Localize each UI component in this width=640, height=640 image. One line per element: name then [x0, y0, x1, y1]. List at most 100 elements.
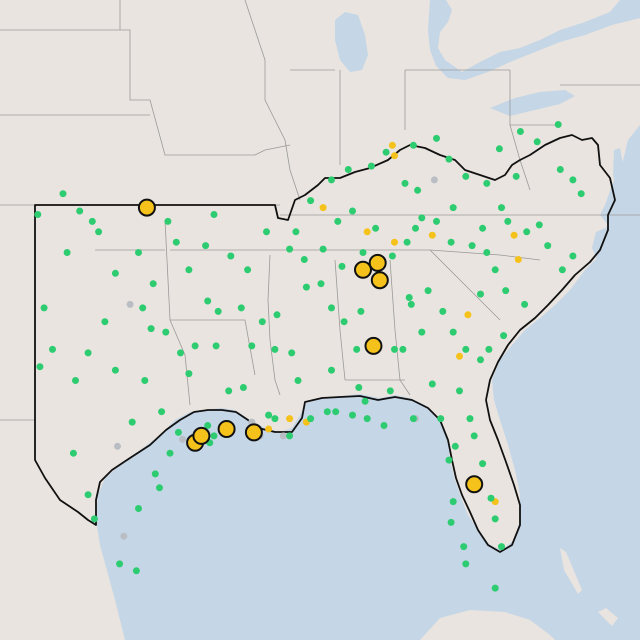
- station-marker-green[interactable]: [491, 515, 499, 523]
- station-marker-green[interactable]: [149, 280, 157, 288]
- station-marker-gray[interactable]: [179, 435, 187, 443]
- station-marker-green[interactable]: [72, 377, 79, 384]
- station-marker-green[interactable]: [271, 345, 279, 353]
- station-marker-green[interactable]: [437, 415, 445, 423]
- station-marker-green[interactable]: [449, 204, 457, 212]
- station-marker-green[interactable]: [456, 387, 463, 395]
- station-marker-green[interactable]: [63, 249, 71, 256]
- station-marker-green[interactable]: [498, 204, 505, 212]
- station-marker-green[interactable]: [407, 300, 415, 308]
- station-marker-green[interactable]: [460, 543, 468, 551]
- station-marker-green[interactable]: [491, 266, 499, 274]
- station-marker-green[interactable]: [237, 304, 245, 312]
- station-marker-green[interactable]: [135, 249, 142, 256]
- highlight-marker[interactable]: [354, 260, 372, 279]
- station-marker-green[interactable]: [328, 176, 335, 184]
- station-marker-green[interactable]: [535, 221, 543, 229]
- station-marker-green[interactable]: [162, 328, 170, 336]
- station-marker-green[interactable]: [470, 432, 478, 440]
- station-marker-green[interactable]: [386, 387, 394, 395]
- station-marker-green[interactable]: [439, 307, 447, 315]
- station-marker-green[interactable]: [263, 228, 270, 236]
- station-marker-green[interactable]: [288, 349, 296, 357]
- station-marker-green[interactable]: [357, 307, 365, 315]
- station-marker-green[interactable]: [204, 422, 212, 429]
- station-marker-green[interactable]: [141, 377, 149, 384]
- station-marker-green[interactable]: [544, 242, 552, 250]
- station-marker-green[interactable]: [95, 228, 103, 236]
- station-marker-green[interactable]: [111, 366, 119, 374]
- highlight-marker[interactable]: [465, 475, 484, 494]
- station-marker-green[interactable]: [90, 515, 98, 523]
- station-marker-green[interactable]: [355, 384, 363, 391]
- station-marker-green[interactable]: [202, 242, 210, 250]
- station-marker-gray[interactable]: [120, 532, 128, 540]
- station-marker-green[interactable]: [225, 387, 233, 395]
- station-marker-green[interactable]: [554, 121, 562, 128]
- station-marker-green[interactable]: [302, 283, 310, 291]
- station-marker-green[interactable]: [462, 345, 470, 353]
- station-marker-green[interactable]: [409, 415, 417, 423]
- station-marker-green[interactable]: [164, 217, 172, 225]
- station-marker-green[interactable]: [185, 370, 193, 378]
- station-marker-yellow[interactable]: [428, 231, 436, 239]
- station-marker-green[interactable]: [487, 494, 495, 502]
- station-marker-green[interactable]: [399, 345, 407, 353]
- station-marker-green[interactable]: [533, 138, 541, 146]
- station-marker-green[interactable]: [462, 560, 470, 568]
- station-marker-green[interactable]: [84, 349, 92, 357]
- station-marker-green[interactable]: [569, 252, 577, 260]
- station-marker-green[interactable]: [462, 172, 470, 180]
- highlight-marker[interactable]: [364, 336, 383, 355]
- station-marker-green[interactable]: [111, 269, 119, 277]
- station-marker-green[interactable]: [294, 377, 302, 384]
- station-marker-green[interactable]: [286, 245, 294, 253]
- station-marker-green[interactable]: [332, 408, 340, 416]
- station-marker-green[interactable]: [300, 256, 308, 263]
- station-marker-yellow[interactable]: [514, 256, 522, 263]
- station-marker-green[interactable]: [447, 518, 455, 526]
- station-marker-green[interactable]: [132, 567, 140, 575]
- station-marker-green[interactable]: [101, 318, 109, 326]
- station-marker-green[interactable]: [372, 224, 380, 232]
- station-marker-green[interactable]: [403, 238, 411, 246]
- station-marker-green[interactable]: [59, 190, 67, 198]
- station-marker-yellow[interactable]: [456, 352, 463, 360]
- station-marker-gray[interactable]: [114, 442, 121, 450]
- station-marker-green[interactable]: [265, 411, 273, 419]
- station-marker-green[interactable]: [248, 342, 256, 350]
- station-marker-green[interactable]: [445, 155, 453, 163]
- station-marker-green[interactable]: [328, 304, 335, 312]
- station-marker-green[interactable]: [498, 543, 505, 551]
- station-marker-green[interactable]: [177, 349, 184, 357]
- station-marker-green[interactable]: [477, 356, 484, 364]
- highlight-marker[interactable]: [192, 426, 211, 445]
- station-marker-green[interactable]: [36, 363, 44, 371]
- station-marker-green[interactable]: [483, 179, 491, 187]
- station-marker-green[interactable]: [447, 238, 455, 246]
- station-marker-yellow[interactable]: [319, 204, 327, 212]
- station-marker-green[interactable]: [76, 207, 84, 215]
- station-marker-green[interactable]: [49, 345, 56, 353]
- station-marker-green[interactable]: [433, 134, 440, 142]
- station-marker-green[interactable]: [214, 307, 222, 315]
- station-marker-green[interactable]: [151, 470, 159, 478]
- station-marker-green[interactable]: [212, 342, 220, 350]
- station-marker-green[interactable]: [449, 498, 457, 506]
- station-marker-green[interactable]: [483, 249, 491, 256]
- station-marker-green[interactable]: [349, 207, 356, 215]
- station-marker-green[interactable]: [338, 262, 346, 270]
- station-marker-green[interactable]: [185, 266, 193, 274]
- station-marker-green[interactable]: [495, 145, 503, 153]
- station-marker-yellow[interactable]: [265, 425, 273, 433]
- station-marker-green[interactable]: [292, 228, 300, 236]
- highlight-marker[interactable]: [137, 198, 156, 217]
- station-marker-green[interactable]: [367, 162, 375, 170]
- station-marker-green[interactable]: [451, 442, 459, 450]
- station-marker-green[interactable]: [239, 384, 247, 391]
- station-marker-green[interactable]: [323, 408, 331, 416]
- station-marker-green[interactable]: [227, 252, 235, 260]
- station-marker-green[interactable]: [359, 249, 367, 256]
- station-marker-green[interactable]: [116, 560, 124, 568]
